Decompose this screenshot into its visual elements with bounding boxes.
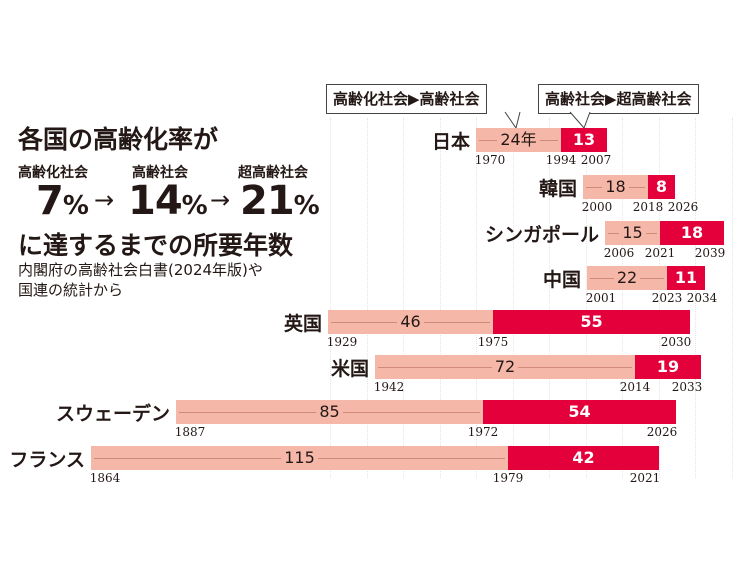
bar-row: 22 11 2001 2023 2034: [586, 266, 717, 305]
country-label: シンガポール: [484, 224, 599, 246]
bar-row: 115 42 1864 1979 2021: [90, 446, 660, 485]
year-21pct: 2039: [694, 246, 726, 260]
grid-line: [403, 118, 404, 478]
arrow-icon: →: [210, 186, 231, 214]
year-14pct: 1972: [467, 425, 499, 439]
bar-aged-to-superaged: 19: [635, 355, 701, 379]
value-21: 21%: [240, 178, 320, 224]
bar-row: 46 55 1929 1975 2030: [327, 310, 691, 349]
bar-aged-to-superaged: 18: [660, 221, 724, 245]
year-7pct: 1929: [326, 335, 358, 349]
country-label: 英国: [283, 313, 322, 335]
country-label: 米国: [330, 358, 369, 380]
year-21pct: 2026: [667, 200, 699, 214]
bar-row: 24年 13 1970 1994 2007: [475, 128, 611, 167]
grid-line: [731, 118, 733, 478]
year-7pct: 1887: [174, 425, 206, 439]
value-14: 14%: [128, 178, 208, 224]
grid-line: [439, 118, 441, 478]
label-aging: 高齢化社会: [18, 165, 88, 181]
year-21pct: 2007: [580, 153, 612, 167]
bar-aged-to-superaged: 54: [483, 400, 676, 424]
year-7pct: 2001: [585, 291, 617, 305]
bar-aged-to-superaged: 55: [493, 310, 690, 334]
grid-line: [330, 118, 331, 478]
year-21pct: 2033: [671, 380, 703, 394]
bar-row: 15 18 2006 2021 2039: [604, 221, 725, 260]
year-7pct: 2006: [603, 246, 635, 260]
grid-line: [658, 118, 660, 478]
year-7pct: 1942: [373, 380, 405, 394]
year-7pct: 1970: [474, 153, 506, 167]
grid-line: [476, 118, 477, 478]
title-line1: 各国の高齢化率が: [18, 125, 219, 154]
label-superaged: 超高齢社会: [238, 165, 308, 181]
year-7pct: 1864: [89, 471, 121, 485]
year-14pct: 1994: [545, 153, 577, 167]
legend-callout-aging: 高齢化社会▶高齢社会: [326, 84, 487, 114]
bar-aging-to-aged: 115: [91, 446, 508, 470]
bar-aged-to-superaged: 11: [667, 266, 705, 290]
title-line2: に達するまでの所要年数: [18, 231, 294, 260]
year-14pct: 2021: [644, 246, 676, 260]
year-14pct: 2018: [632, 200, 664, 214]
country-label: 日本: [431, 131, 470, 153]
bar-aged-to-superaged: 8: [648, 175, 675, 199]
country-label: 韓国: [538, 178, 577, 200]
label-aged: 高齢社会: [132, 165, 188, 181]
bar-aging-to-aged: 15: [605, 221, 660, 245]
grid-line: [695, 118, 696, 478]
source-note: 内閣府の高齢社会白書(2024年版)や 国連の統計から: [18, 261, 263, 299]
bar-aging-to-aged: 24年: [476, 128, 561, 152]
bar-aging-to-aged: 85: [176, 400, 483, 424]
bar-aging-to-aged: 46: [328, 310, 493, 334]
bar-aging-to-aged: 22: [587, 266, 667, 290]
bar-aged-to-superaged: 13: [561, 128, 607, 152]
grid-line: [622, 118, 623, 478]
country-label: フランス: [9, 449, 85, 471]
bar-aged-to-superaged: 42: [508, 446, 659, 470]
legend-callout-aged: 高齢社会▶超高齢社会: [538, 84, 699, 114]
grid-line: [549, 118, 550, 478]
year-14pct: 2014: [619, 380, 651, 394]
callout-pointers: [504, 111, 591, 130]
grid-line: [585, 118, 587, 478]
year-14pct: 1975: [477, 335, 509, 349]
year-14pct: 1979: [492, 471, 524, 485]
grid-line: [366, 118, 368, 478]
bar-aging-to-aged: 18: [583, 175, 648, 199]
value-7: 7%: [36, 178, 89, 224]
bar-aging-to-aged: 72: [375, 355, 635, 379]
country-label: スウェーデン: [55, 403, 170, 425]
year-21pct: 2030: [660, 335, 692, 349]
bar-row: 85 54 1887 1972 2026: [175, 400, 677, 439]
year-7pct: 2000: [581, 200, 613, 214]
bar-row: 72 19 1942 2014 2033: [374, 355, 702, 394]
arrow-icon: →: [94, 186, 115, 214]
year-21pct: 2021: [629, 471, 661, 485]
grid-line: [512, 118, 514, 478]
country-label: 中国: [542, 269, 581, 291]
year-14pct: 2023: [651, 291, 683, 305]
year-21pct: 2034: [686, 291, 718, 305]
year-21pct: 2026: [646, 425, 678, 439]
bar-row: 18 8 2000 2018 2026: [582, 175, 698, 214]
